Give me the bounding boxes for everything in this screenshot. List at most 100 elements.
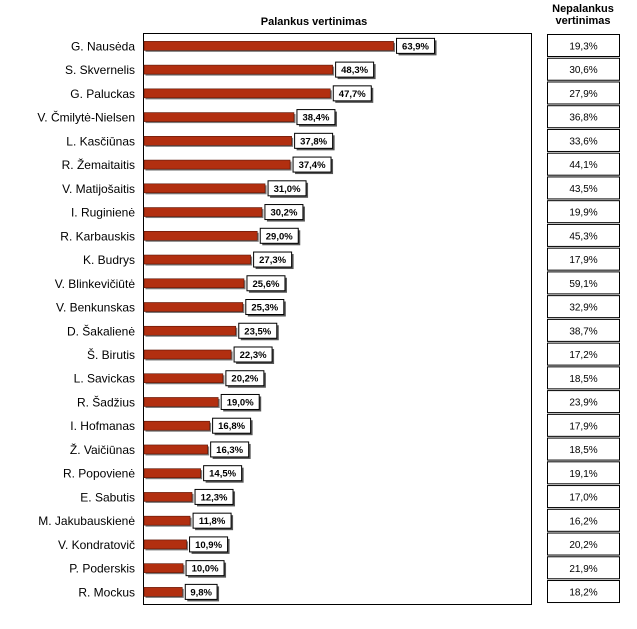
data-label-box: [189, 536, 229, 553]
unfavorable-value: 19,9%: [569, 208, 597, 219]
data-label-box: [294, 132, 334, 149]
data-label-box: [185, 560, 225, 577]
unfavorable-value: 16,2%: [569, 516, 597, 527]
category-label: S. Skvernelis: [65, 63, 135, 77]
category-label: D. Šakalienė: [67, 323, 135, 338]
data-label-box: [292, 156, 332, 173]
data-label-box: [245, 299, 285, 316]
unfavorable-value: 30,6%: [569, 65, 597, 76]
category-label: V. Matijošaitis: [62, 182, 135, 196]
unfavorable-cell: [547, 390, 620, 414]
category-label: V. Blinkevičiūtė: [55, 277, 136, 291]
unfavorable-cell: [547, 461, 620, 485]
unfavorable-value: 27,9%: [569, 89, 597, 100]
unfavorable-cell: [547, 532, 620, 556]
unfavorable-value: 36,8%: [569, 113, 597, 124]
data-label: 63,9%: [402, 41, 429, 52]
category-label: I. Hofmanas: [70, 419, 135, 433]
unfavorable-value: 45,3%: [569, 231, 597, 242]
bar: [143, 136, 292, 146]
unfavorable-value: 33,6%: [569, 136, 597, 147]
category-label: M. Jakubauskienė: [38, 514, 135, 528]
chart-title: Palankus vertinimas: [261, 16, 367, 28]
category-label: Ž. Vaičiūnas: [70, 442, 135, 457]
unfavorable-cell: [547, 176, 620, 200]
bar: [143, 539, 187, 550]
unfavorable-value: 43,5%: [569, 184, 597, 195]
unfavorable-value: 38,7%: [569, 326, 597, 337]
data-label-box: [259, 227, 299, 244]
category-label: R. Mockus: [78, 585, 135, 599]
data-label-box: [264, 204, 304, 221]
unfavorable-value: 59,1%: [569, 279, 597, 290]
bar: [143, 207, 263, 217]
bar: [143, 563, 184, 573]
unfavorable-cell: [547, 105, 620, 129]
data-label: 38,4%: [302, 113, 329, 124]
unfavorable-value: 18,5%: [569, 374, 597, 385]
unfavorable-cell: [547, 271, 620, 295]
category-label: R. Šadžius: [77, 394, 135, 409]
unfavorable-cell: [547, 413, 620, 437]
unfavorable-value: 23,9%: [569, 398, 597, 409]
bar: [143, 373, 224, 384]
data-label: 23,5%: [244, 326, 271, 337]
unfavorable-value: 32,9%: [569, 303, 597, 314]
data-label: 47,7%: [339, 89, 366, 100]
unfavorable-cell: [547, 81, 620, 105]
data-label-box: [225, 370, 265, 387]
data-label: 27,3%: [259, 255, 286, 266]
category-label: V. Kondratovič: [58, 538, 135, 552]
category-label: G. Paluckas: [70, 87, 135, 101]
category-label: E. Sabutis: [80, 490, 135, 504]
bar: [143, 88, 331, 99]
data-label-box: [335, 61, 375, 78]
bar: [143, 444, 208, 455]
bar: [143, 587, 183, 597]
unfavorable-cell: [547, 34, 620, 57]
category-label: G. Nausėda: [71, 39, 135, 53]
unfavorable-value: 44,1%: [569, 160, 597, 171]
unfavorable-cell: [547, 556, 620, 580]
unfavorable-cell: [547, 318, 620, 342]
bar: [143, 112, 295, 122]
unfavorable-cell: [547, 437, 620, 461]
data-label-box: [184, 583, 218, 600]
category-label: V. Benkunskas: [56, 301, 135, 315]
unfavorable-cell: [547, 200, 620, 224]
data-label-box: [212, 417, 252, 434]
unfavorable-value: 17,9%: [569, 255, 597, 266]
data-label: 14,5%: [209, 469, 236, 480]
data-label-box: [396, 37, 436, 54]
bar: [143, 302, 244, 312]
data-label: 30,2%: [270, 208, 297, 219]
bar: [143, 420, 210, 431]
data-label: 31,0%: [274, 184, 301, 195]
category-label: P. Poderskis: [69, 562, 135, 576]
bar: [143, 183, 266, 194]
bar: [143, 278, 245, 289]
unfavorable-cell: [547, 57, 620, 81]
bar: [143, 41, 394, 51]
bar: [143, 492, 193, 502]
category-label: Š. Birutis: [87, 347, 135, 362]
category-label: V. Čmilytė-Nielsen: [37, 110, 135, 125]
unfavorable-value: 19,3%: [569, 42, 597, 53]
data-label: 10,0%: [192, 564, 219, 575]
data-label-box: [238, 322, 278, 339]
data-label-box: [267, 180, 307, 197]
data-label: 16,8%: [218, 421, 245, 432]
data-label-box: [233, 346, 273, 363]
data-label: 20,2%: [231, 374, 258, 385]
data-label: 9,8%: [190, 587, 212, 598]
unfavorable-value: 17,9%: [569, 421, 597, 432]
bar: [143, 468, 201, 478]
bar: [143, 515, 191, 526]
data-label-box: [332, 85, 372, 102]
bar: [143, 349, 232, 360]
unfavorable-cell: [547, 508, 620, 532]
data-label: 12,3%: [201, 492, 228, 503]
unfavorable-cell: [547, 152, 620, 176]
unfavorable-value: 19,1%: [569, 469, 597, 480]
